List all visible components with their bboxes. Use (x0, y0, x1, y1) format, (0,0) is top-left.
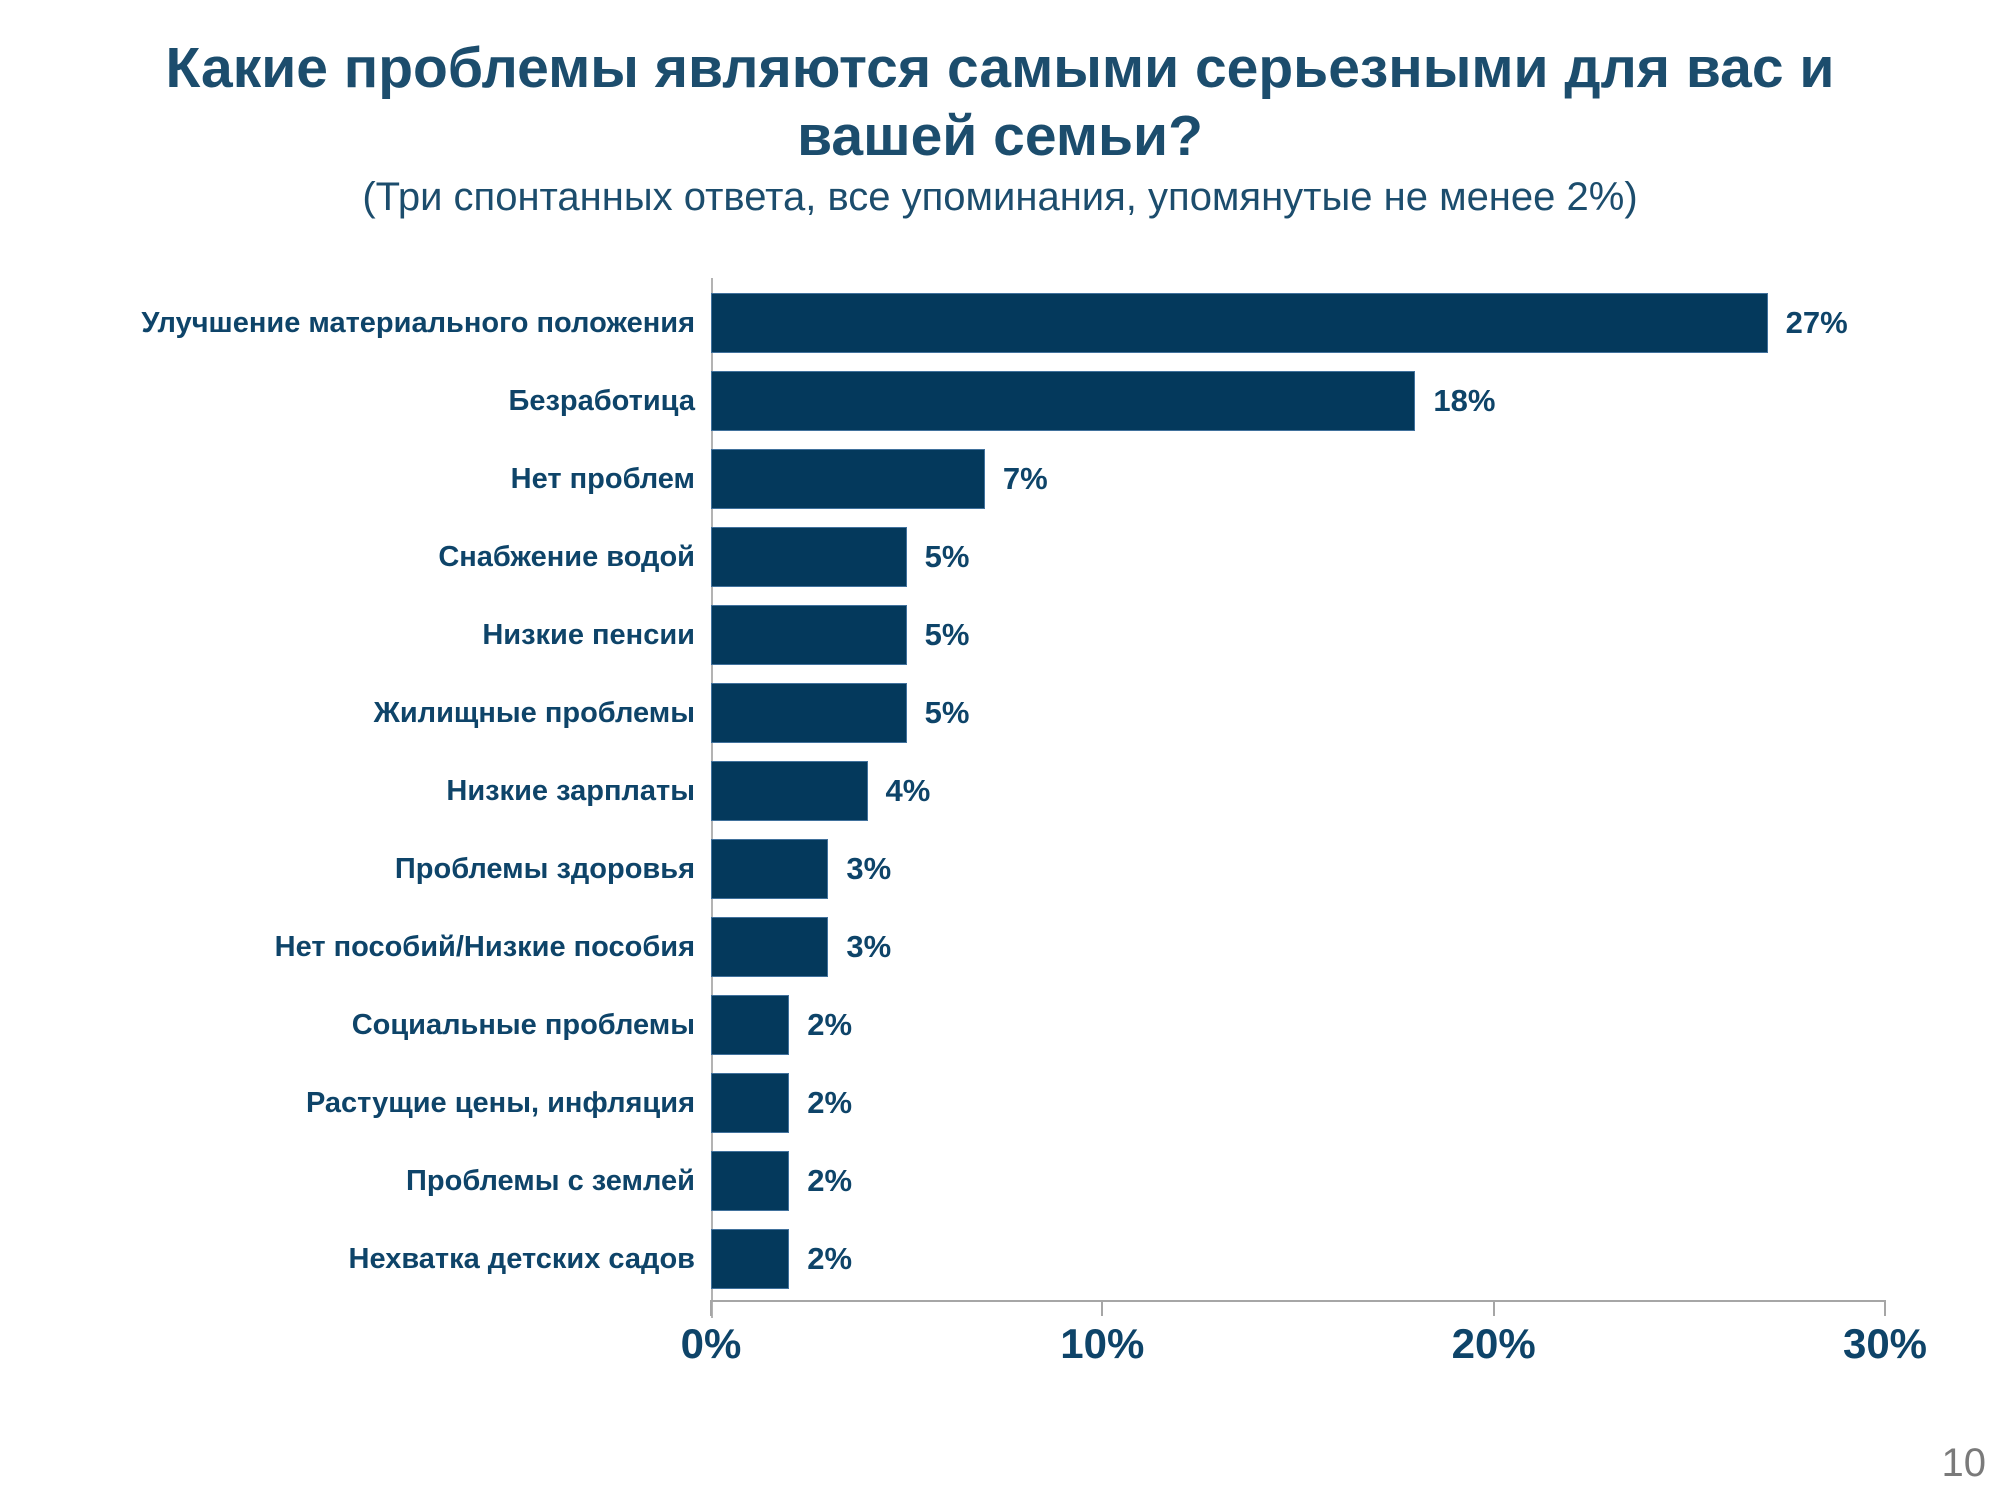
value-label: 3% (846, 851, 892, 886)
bar-row: Проблемы здоровья 3% (80, 830, 1940, 908)
category-label: Проблемы с землей (406, 1164, 695, 1197)
bar (711, 917, 829, 977)
bar-track: 7% (711, 449, 1885, 509)
category-label: Социальные проблемы (351, 1008, 695, 1041)
bar-track: 4% (711, 761, 1885, 821)
bar (711, 371, 1416, 431)
bar-track: 5% (711, 527, 1885, 587)
bar-row: Нехватка детских садов 2% (80, 1220, 1940, 1298)
bar-row: Нет проблем 7% (80, 440, 1940, 518)
page-title: Какие проблемы являются самыми серьезным… (165, 36, 1835, 169)
category-label: Безработица (508, 384, 695, 417)
value-label: 7% (1002, 461, 1048, 496)
bar-track: 5% (711, 683, 1885, 743)
bar (711, 449, 985, 509)
page-number: 10 (1941, 1441, 1987, 1485)
category-label: Нет пособий/Низкие пособия (274, 930, 695, 963)
category-label: Улучшение материального положения (141, 306, 695, 339)
bar-track: 27% (711, 293, 1885, 353)
bar-row: Улучшение материального положения 27% (80, 284, 1940, 362)
category-label: Жилищные проблемы (373, 696, 695, 729)
bar (711, 527, 907, 587)
bar-row: Нет пособий/Низкие пособия 3% (80, 908, 1940, 986)
bar (711, 1073, 790, 1133)
slide-header: Какие проблемы являются самыми серьезным… (0, 34, 2000, 220)
category-label: Низкие пенсии (482, 618, 695, 651)
tick-label-10: 10% (1060, 1320, 1145, 1367)
value-label: 2% (807, 1007, 853, 1042)
value-label: 2% (807, 1241, 853, 1276)
value-label: 5% (924, 617, 970, 652)
page-subtitle: (Три спонтанных ответа, все упоминания, … (362, 174, 1638, 219)
tick-mark-10 (1101, 1300, 1104, 1316)
bar-row: Снабжение водой 5% (80, 518, 1940, 596)
bar-track: 2% (711, 995, 1885, 1055)
bar-rows: Улучшение материального положения 27% Бе… (80, 284, 1940, 1298)
tick-label-30: 30% (1842, 1320, 1928, 1367)
bar-track: 3% (711, 917, 1885, 977)
bar (711, 1229, 790, 1289)
category-label: Проблемы здоровья (394, 852, 695, 885)
bar-row: Низкие пенсии 5% (80, 596, 1940, 674)
bar (711, 995, 790, 1055)
category-label: Низкие зарплаты (446, 774, 695, 807)
bar-row: Растущие цены, инфляция 2% (80, 1064, 1940, 1142)
bar (711, 761, 868, 821)
bar-row: Жилищные проблемы 5% (80, 674, 1940, 752)
bar-track: 3% (711, 839, 1885, 899)
value-label: 2% (807, 1085, 853, 1120)
bar (711, 293, 1768, 353)
value-label: 5% (924, 539, 970, 574)
x-axis-line (711, 1300, 1885, 1302)
bar (711, 683, 907, 743)
tick-label-20: 20% (1451, 1320, 1536, 1367)
value-label: 4% (885, 773, 931, 808)
category-label: Нет проблем (510, 462, 695, 495)
value-label: 5% (924, 695, 970, 730)
bar-row: Социальные проблемы 2% (80, 986, 1940, 1064)
category-label: Нехватка детских садов (348, 1242, 696, 1275)
bar-track: 18% (711, 371, 1885, 431)
bar-track: 5% (711, 605, 1885, 665)
bar (711, 1151, 790, 1211)
tick-mark-20 (1492, 1300, 1495, 1316)
bar-row: Низкие зарплаты 4% (80, 752, 1940, 830)
bar-row: Безработица 18% (80, 362, 1940, 440)
value-label: 18% (1433, 383, 1496, 418)
value-label: 27% (1785, 305, 1848, 340)
tick-label-0: 0% (680, 1320, 742, 1367)
bar-track: 2% (711, 1151, 1885, 1211)
bar-track: 2% (711, 1073, 1885, 1133)
bar-chart: Улучшение материального положения 27% Бе… (80, 278, 1940, 1367)
x-axis-tick-marks (710, 1300, 1886, 1316)
bar (711, 839, 829, 899)
value-label: 2% (807, 1163, 853, 1198)
category-label: Растущие цены, инфляция (305, 1086, 695, 1119)
bar (711, 605, 907, 665)
bar-track: 2% (711, 1229, 1885, 1289)
value-label: 3% (846, 929, 892, 964)
tick-mark-0 (710, 1300, 712, 1316)
bar-row: Проблемы с землей 2% (80, 1142, 1940, 1220)
category-label: Снабжение водой (438, 540, 695, 573)
tick-mark-30 (1884, 1300, 1886, 1316)
